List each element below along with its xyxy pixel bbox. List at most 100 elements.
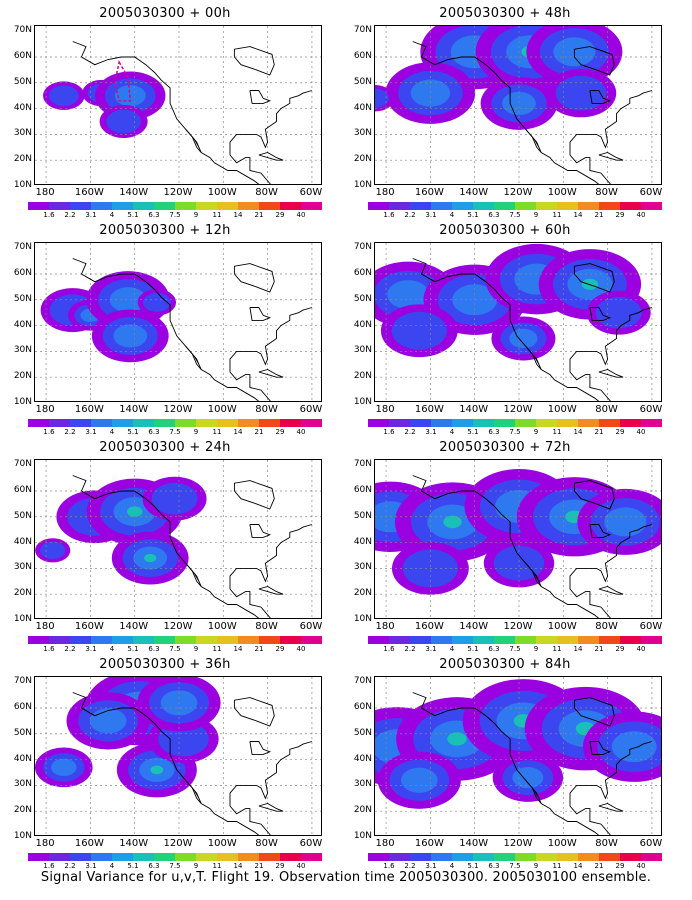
longitude-label: 180: [375, 838, 395, 849]
colorbar-label: 11: [212, 428, 222, 436]
coastline: [233, 46, 275, 76]
colorbar-swatch: [133, 419, 154, 427]
map-frame: [34, 25, 322, 185]
colorbar-swatch: [238, 636, 259, 644]
colorbar-label: 14: [233, 211, 243, 219]
coastline: [573, 697, 615, 727]
map-frame: [374, 676, 662, 836]
variance-contour: [611, 731, 657, 763]
map-frame: [374, 459, 662, 619]
variance-contour: [151, 482, 198, 515]
coastline: [589, 90, 612, 104]
coastline: [249, 90, 272, 104]
colorbar-swatch: [133, 636, 154, 644]
latitude-label: 60N: [13, 50, 32, 61]
coastline: [525, 345, 542, 370]
colorbar-label: 1.6: [383, 645, 395, 653]
colorbar-labels: 1.6 2.2 3.1 4 5.1 6.3 7.5 9 11 14 21 29 40: [368, 428, 662, 438]
coastline: [412, 41, 653, 184]
colorbar-label: 9: [533, 862, 539, 870]
colorbar-label: 40: [296, 428, 306, 436]
colorbar-label: 4: [109, 211, 115, 219]
colorbar-label: 3.1: [85, 211, 97, 219]
colorbar-swatch: [557, 636, 578, 644]
latitude-label: 50N: [13, 727, 32, 738]
longitude-label: 160W: [414, 404, 444, 415]
colorbar-swatch: [431, 853, 452, 861]
colorbar-label: 14: [233, 428, 243, 436]
colorbar-swatch: [280, 202, 301, 210]
figure-caption: Signal Variance for u,v,T. Flight 19. Ob…: [40, 870, 652, 885]
coastline: [598, 803, 624, 812]
coastline: [185, 128, 202, 153]
colorbar-swatch: [389, 419, 410, 427]
colorbar: [28, 853, 322, 861]
colorbar-labels: 1.6 2.2 3.1 4 5.1 6.3 7.5 9 11 14 21 29 40: [368, 645, 662, 655]
colorbar-label: 2.2: [64, 645, 76, 653]
colorbar-swatch: [49, 202, 70, 210]
variance-map: [35, 26, 321, 184]
longitude-label: 180: [35, 404, 55, 415]
variance-contour: [109, 287, 147, 313]
longitude-label: 120W: [163, 187, 193, 198]
colorbar-label: 40: [636, 645, 646, 653]
colorbar-label: 5.1: [127, 645, 139, 653]
colorbar-label: 11: [552, 211, 562, 219]
longitude-label: 160W: [74, 404, 104, 415]
variance-map: [375, 460, 661, 618]
colorbar-label: 9: [533, 428, 539, 436]
colorbar-swatch: [473, 636, 494, 644]
colorbar-swatch: [641, 636, 662, 644]
colorbar-label: 1.6: [383, 211, 395, 219]
colorbar-swatch: [515, 202, 536, 210]
colorbar-swatch: [217, 853, 238, 861]
latitude-label: 60N: [13, 484, 32, 495]
colorbar-swatch: [473, 202, 494, 210]
panel-title: 2005030300 + 84h: [439, 657, 571, 672]
colorbar-label: 2.2: [64, 862, 76, 870]
coastline: [185, 779, 202, 804]
variance-map: [375, 243, 661, 401]
longitude-label: 80W: [595, 187, 618, 198]
longitude-label: 140W: [459, 621, 489, 632]
colorbar-swatch: [431, 419, 452, 427]
latitude-label: 50N: [13, 76, 32, 87]
colorbar-swatch: [280, 419, 301, 427]
colorbar-swatch: [599, 636, 620, 644]
colorbar-labels: 1.6 2.2 3.1 4 5.1 6.3 7.5 9 11 14 21 29 40: [28, 428, 322, 438]
coastline: [233, 697, 275, 727]
latitude-label: 40N: [353, 319, 372, 330]
coastline: [249, 741, 272, 755]
colorbar-swatch: [280, 853, 301, 861]
latitude-label: 70N: [353, 25, 372, 36]
longitude-label: 140W: [459, 187, 489, 198]
colorbar-label: 6.3: [148, 428, 160, 436]
variance-contour: [106, 109, 141, 134]
colorbar: [28, 636, 322, 644]
latitude-label: 40N: [13, 753, 32, 764]
colorbar-swatch: [452, 636, 473, 644]
latitude-label: 20N: [13, 154, 32, 165]
colorbar-label: 40: [636, 862, 646, 870]
longitude-label: 180: [375, 404, 395, 415]
colorbar-label: 9: [193, 211, 199, 219]
coastline: [412, 475, 653, 618]
colorbar-label: 14: [573, 428, 583, 436]
latitude-label: 10N: [353, 831, 372, 841]
colorbar: [368, 419, 662, 427]
colorbar-label: 14: [573, 645, 583, 653]
latitude-label: 30N: [13, 128, 32, 139]
coastline: [233, 263, 275, 293]
colorbar-swatch: [217, 419, 238, 427]
colorbar-swatch: [112, 202, 133, 210]
colorbar-label: 29: [275, 428, 285, 436]
colorbar-label: 21: [594, 862, 604, 870]
variance-contour: [51, 758, 77, 777]
variance-contour: [143, 292, 171, 312]
colorbar-label: 14: [573, 211, 583, 219]
latitude-label: 70N: [13, 242, 32, 253]
latitude-label: 40N: [353, 536, 372, 547]
colorbar-label: 9: [533, 211, 539, 219]
colorbar: [368, 202, 662, 210]
colorbar-swatch: [175, 853, 196, 861]
